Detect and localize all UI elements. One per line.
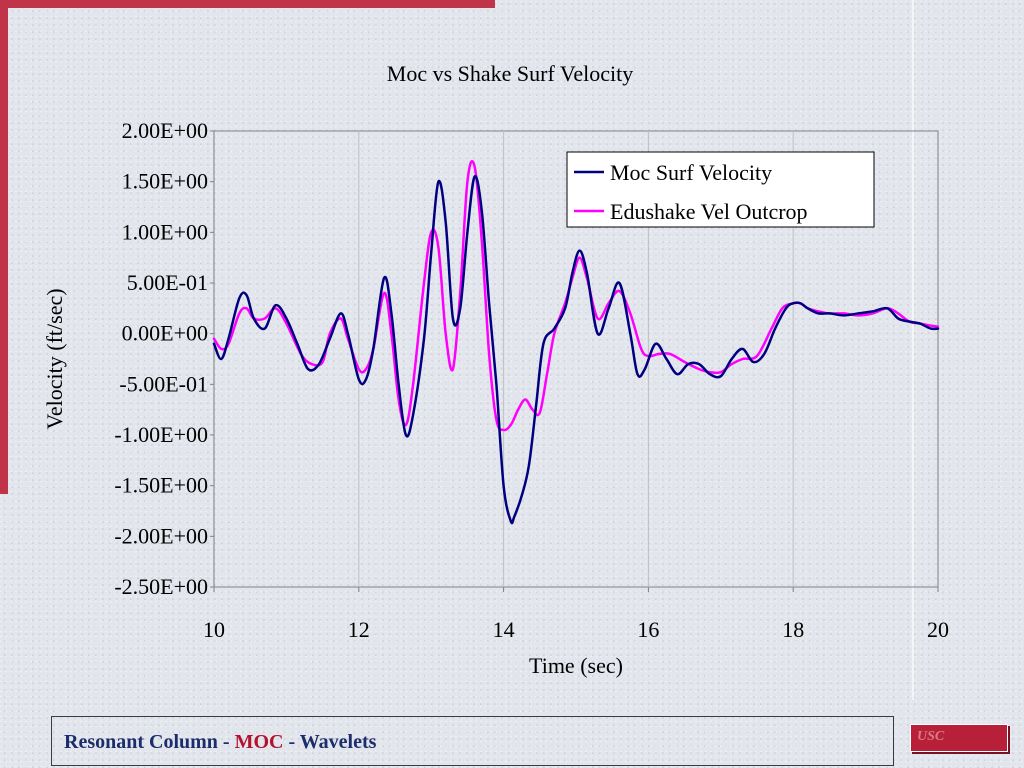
footer-title-part1: Resonant Column - xyxy=(64,731,235,753)
y-tick-label: -2.00E+00 xyxy=(114,523,208,548)
footer-title: Resonant Column - MOC - Wavelets xyxy=(64,731,376,754)
plot-area xyxy=(213,130,939,588)
usc-logo-text: USC xyxy=(917,729,945,744)
right-guide-line xyxy=(912,0,914,700)
y-tick-label: -1.50E+00 xyxy=(114,473,208,498)
y-axis-label: Velocity (ft/sec) xyxy=(42,288,67,429)
series-line-moc xyxy=(212,175,940,525)
chart-title: Moc vs Shake Surf Velocity xyxy=(387,61,633,86)
x-tick-label: 20 xyxy=(927,617,949,642)
velocity-chart: Moc vs Shake Surf Velocity 2.00E+00 1.50E… xyxy=(42,61,949,678)
y-tick-label: 2.00E+00 xyxy=(122,118,208,143)
y-tick-label: 1.00E+00 xyxy=(122,219,208,244)
legend-label-moc: Moc Surf Velocity xyxy=(610,160,772,185)
y-tick-label: 0.00E+00 xyxy=(122,321,208,346)
y-tick-label: -2.50E+00 xyxy=(114,574,208,599)
series-lines xyxy=(212,160,940,525)
y-tick-label: 1.50E+00 xyxy=(122,169,208,194)
x-axis-label: Time (sec) xyxy=(529,653,623,678)
legend-box xyxy=(566,151,875,228)
legend: Moc Surf Velocity Edushake Vel Outcrop xyxy=(566,151,875,228)
footer-banner: Resonant Column - MOC - Wavelets xyxy=(51,716,894,766)
x-tick-labels: 10 12 14 16 18 20 xyxy=(203,587,949,642)
x-tick-label: 12 xyxy=(348,617,370,642)
y-tick-label: -5.00E-01 xyxy=(119,371,208,396)
x-tick-label: 18 xyxy=(782,617,804,642)
x-tick-label: 16 xyxy=(637,617,659,642)
x-tick-label: 10 xyxy=(203,617,225,642)
footer-title-part3: - Wavelets xyxy=(283,731,377,753)
usc-logo: USC xyxy=(910,724,1008,752)
y-tick-labels: 2.00E+00 1.50E+00 1.00E+00 5.00E-01 0.00E+00… xyxy=(114,118,214,599)
x-tick-label: 14 xyxy=(493,617,515,642)
footer-title-moc: MOC xyxy=(234,731,284,753)
top-accent-bar xyxy=(8,0,495,8)
left-accent-bar xyxy=(0,0,8,494)
y-tick-label: 5.00E-01 xyxy=(127,270,208,295)
y-tick-label: -1.00E+00 xyxy=(114,422,208,447)
legend-label-edushake: Edushake Vel Outcrop xyxy=(610,199,808,224)
